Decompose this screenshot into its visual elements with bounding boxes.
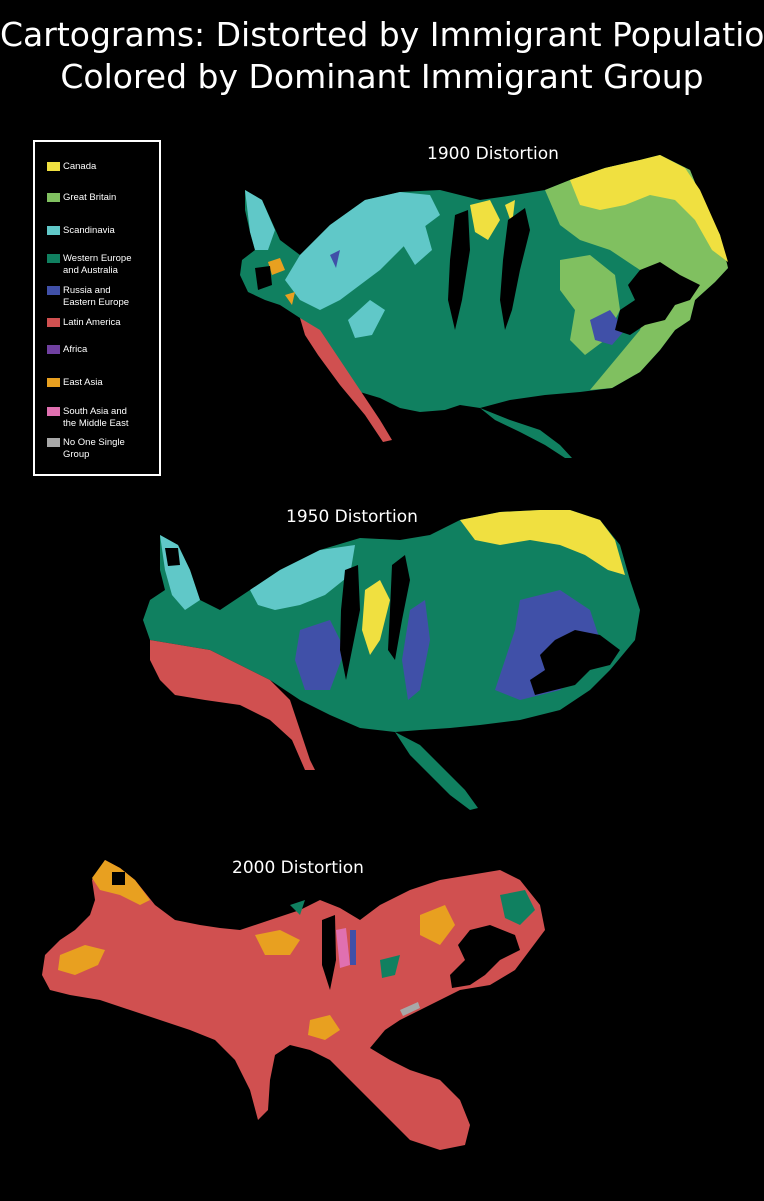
legend-swatch-western-europe — [47, 254, 60, 263]
map-2000-south-asia — [336, 928, 350, 968]
map-label-1950: 1950 Distortion — [286, 507, 418, 527]
legend-swatch-africa — [47, 345, 60, 354]
map-1900-latin-america — [300, 318, 392, 442]
legend-label: Canada — [63, 161, 97, 172]
map-1900-great-britain — [545, 155, 728, 390]
map-1950-canada — [460, 510, 625, 575]
legend-swatch-scandinavia — [47, 226, 60, 235]
legend: Canada Great Britain Scandinavia Western… — [33, 140, 161, 476]
legend-label: Great Britain — [63, 192, 117, 203]
cartogram-1950 — [143, 510, 640, 810]
legend-swatch-canada — [47, 162, 60, 171]
page-title: Cartograms: Distorted by Immigrant Popul… — [0, 14, 764, 98]
legend-label: No One Single Group — [63, 437, 125, 460]
legend-label: Latin America — [63, 317, 121, 328]
legend-label: Russia and Eastern Europe — [63, 285, 130, 308]
map-1900-canada — [570, 155, 728, 262]
title-line-2: Colored by Dominant Immigrant Group — [60, 57, 704, 96]
legend-swatch-latin-america — [47, 318, 60, 327]
legend-label: South Asia and the Middle East — [63, 406, 129, 429]
map-2000-body — [42, 860, 545, 1150]
legend-swatch-russia — [47, 286, 60, 295]
legend-swatch-south-asia — [47, 407, 60, 416]
legend-label: Western Europe and Australia — [63, 253, 132, 276]
title-line-1: Cartograms: Distorted by Immigrant Popul… — [0, 15, 764, 54]
map-label-2000: 2000 Distortion — [232, 858, 364, 878]
legend-swatch-great-britain — [47, 193, 60, 202]
map-1900-scandinavia — [285, 192, 440, 310]
cartogram-1900 — [240, 155, 728, 458]
legend-swatch-east-asia — [47, 378, 60, 387]
map-1950-latin-america — [150, 640, 315, 770]
cartogram-2000 — [42, 860, 545, 1150]
map-label-1900: 1900 Distortion — [427, 144, 559, 164]
legend-label: East Asia — [63, 377, 103, 388]
legend-label: Scandinavia — [63, 225, 115, 236]
legend-swatch-no-single-group — [47, 438, 60, 447]
legend-label: Africa — [63, 344, 88, 355]
